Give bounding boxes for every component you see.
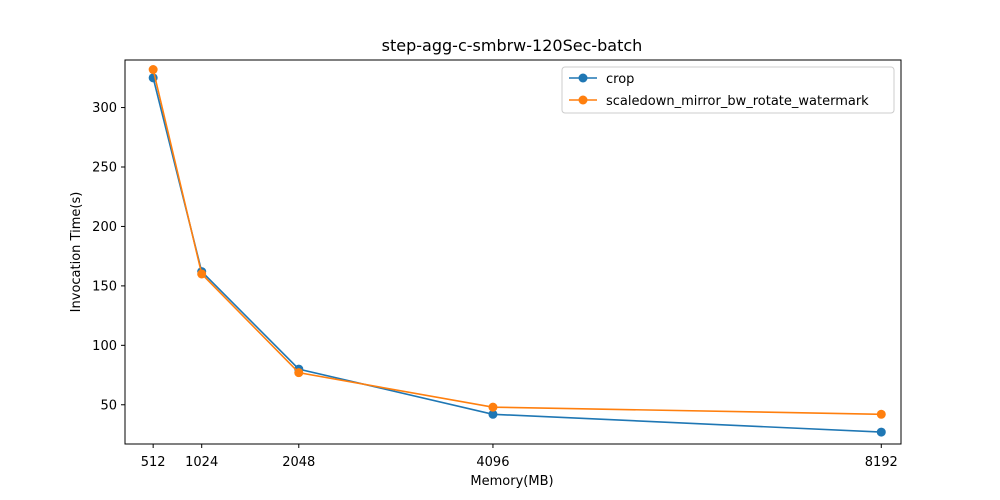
- data-point-series-1: [294, 368, 304, 378]
- y-tick-label: 200: [92, 220, 117, 235]
- series-line-1: [152, 69, 882, 416]
- plot-area: [148, 65, 886, 437]
- legend-marker-crop: [578, 73, 588, 83]
- data-point-series-0: [876, 427, 886, 437]
- x-tick-label: 512: [141, 455, 166, 470]
- legend-frame: [561, 66, 895, 114]
- series-line-0: [152, 77, 882, 433]
- data-point-series-1: [488, 402, 498, 412]
- x-axis: 512 1024 2048 4096 8192: [141, 444, 898, 470]
- x-axis-title: Memory(MB): [470, 474, 553, 489]
- y-axis: 50 100 150 200 250 300: [92, 101, 125, 413]
- data-point-series-1: [876, 409, 886, 419]
- legend-label-crop: crop: [606, 72, 634, 87]
- x-tick-label: 4096: [476, 455, 509, 470]
- y-axis-title: Invocation Time(s): [69, 192, 84, 313]
- data-point-series-1: [197, 269, 207, 279]
- y-tick-label: 100: [92, 339, 117, 354]
- y-tick-label: 150: [92, 279, 117, 294]
- x-tick-label: 2048: [282, 455, 315, 470]
- legend: crop scaledown_mirror_bw_rotate_watermar…: [561, 66, 895, 114]
- data-point-series-1: [148, 65, 158, 75]
- plot-frame: [124, 59, 902, 445]
- x-tick-label: 8192: [865, 455, 898, 470]
- y-tick-label: 250: [92, 160, 117, 175]
- chart-title: step-agg-c-smbrw-120Sec-batch: [382, 36, 643, 55]
- legend-label-scaledown: scaledown_mirror_bw_rotate_watermark: [606, 94, 869, 109]
- y-tick-label: 300: [92, 101, 117, 116]
- data-point-series-0: [488, 409, 498, 419]
- legend-marker-scaledown: [578, 95, 588, 105]
- y-tick-label: 50: [100, 398, 117, 413]
- x-tick-label: 1024: [185, 455, 218, 470]
